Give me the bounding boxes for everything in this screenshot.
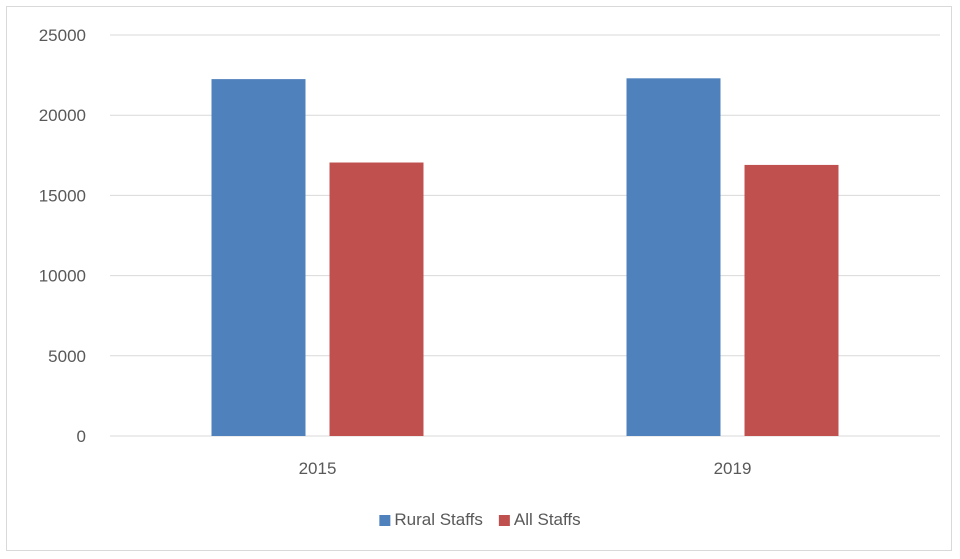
- legend-label: Rural Staffs: [394, 510, 483, 529]
- x-tick-label: 2019: [714, 459, 752, 478]
- y-axis-ticks: 0 5000 10000 15000 20000 25000: [39, 26, 86, 446]
- legend-item-rural-staffs: Rural Staffs: [379, 510, 483, 529]
- y-tick-label: 0: [77, 427, 86, 446]
- y-tick-label: 15000: [39, 186, 86, 205]
- legend-item-all-staffs: All Staffs: [498, 510, 581, 529]
- bar-rural-staffs-2019: [626, 78, 721, 437]
- y-tick-label: 10000: [39, 267, 86, 286]
- legend-label: All Staffs: [514, 510, 581, 529]
- bar-rural-staffs-2015: [211, 79, 306, 437]
- x-axis-ticks: 2015 2019: [299, 459, 752, 478]
- y-tick-label: 25000: [39, 26, 86, 45]
- bars: [211, 78, 839, 437]
- legend-swatch: [379, 515, 391, 526]
- bar-all-staffs-2015: [329, 162, 424, 436]
- bar-all-staffs-2019: [744, 164, 839, 436]
- legend-swatch: [498, 515, 510, 526]
- y-tick-label: 20000: [39, 106, 86, 125]
- x-tick-label: 2015: [299, 459, 337, 478]
- legend: Rural Staffs All Staffs: [379, 510, 581, 529]
- y-tick-label: 5000: [48, 347, 86, 366]
